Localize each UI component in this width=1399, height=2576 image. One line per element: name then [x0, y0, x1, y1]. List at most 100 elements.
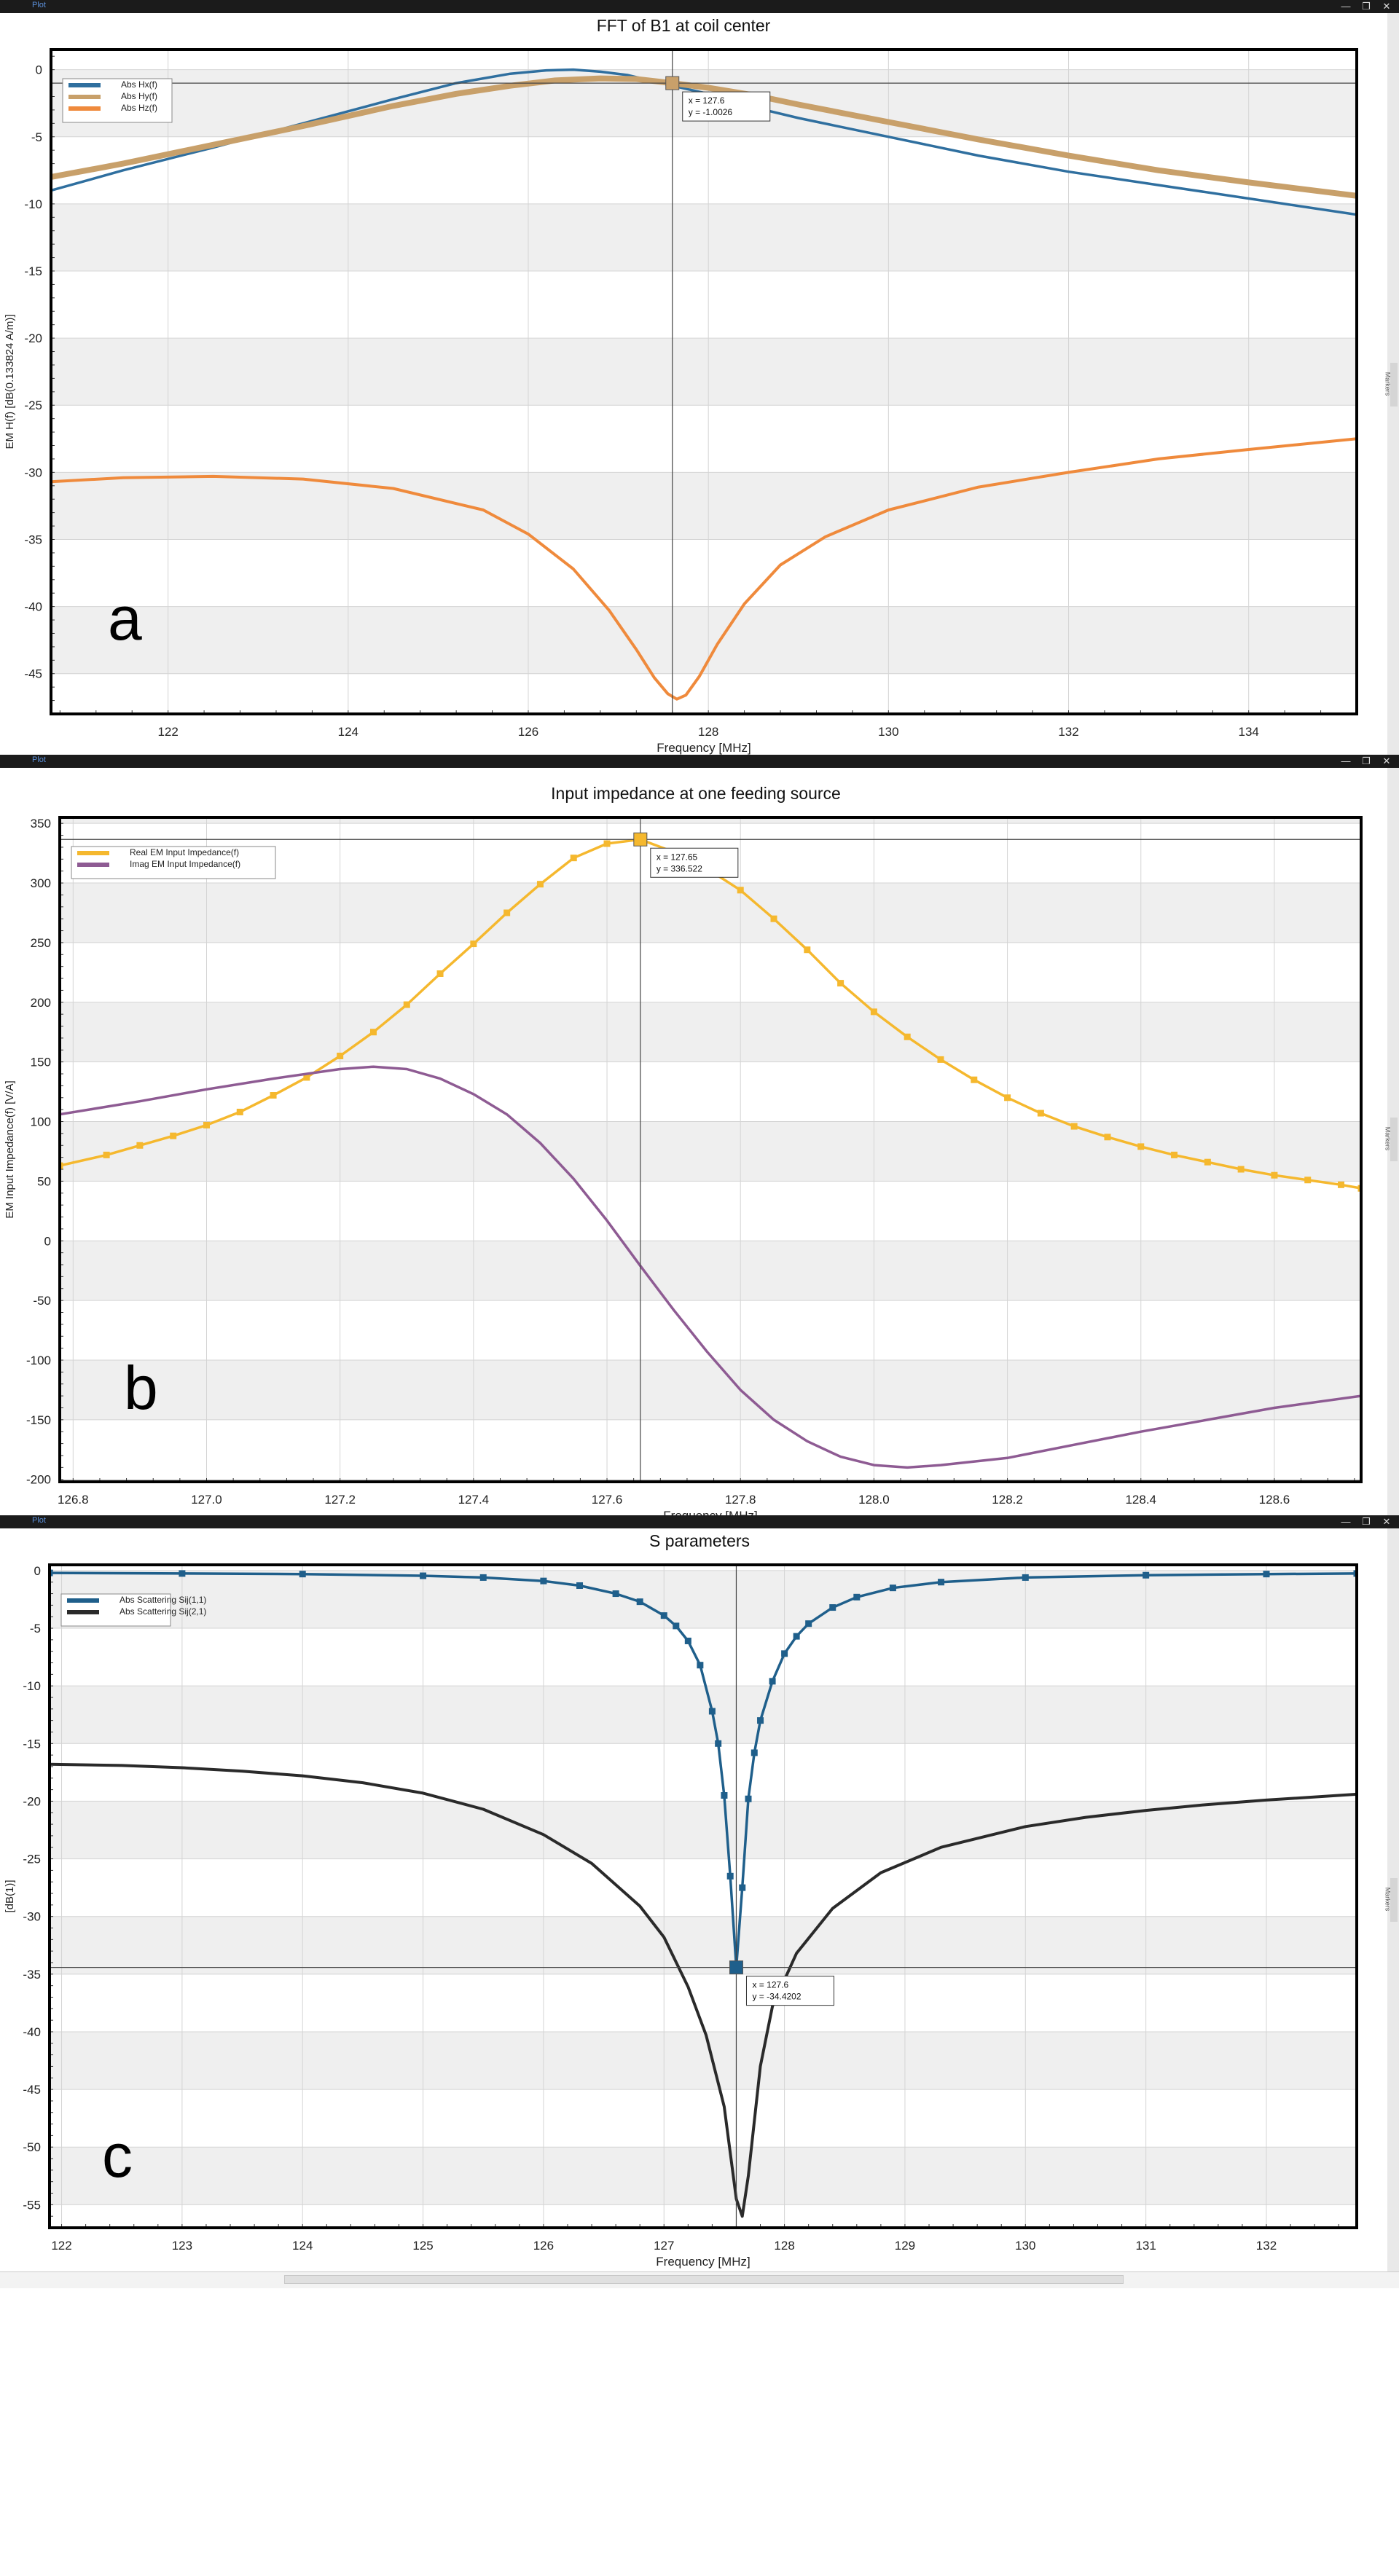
- legend-swatch: [67, 1610, 99, 1614]
- markers-sidebar: Markers: [1384, 1528, 1399, 2271]
- series-0-point: [503, 909, 511, 916]
- restore-button[interactable]: ❐: [1362, 1516, 1371, 1527]
- cursor-group: x = 127.6y = -1.0026: [51, 50, 1357, 714]
- series-0-point: [420, 1572, 427, 1579]
- series-0-point: [170, 1132, 177, 1139]
- grid-band: [60, 1002, 1361, 1062]
- x-tick-label: 128.4: [1125, 1493, 1156, 1507]
- series-0-point: [299, 1571, 306, 1578]
- y-tick-label: -15: [24, 264, 42, 278]
- series-0-point: [1353, 1570, 1357, 1577]
- x-tick-label: 131: [1135, 2239, 1156, 2253]
- legend-entry: Abs Scattering Sij(1,1): [119, 1595, 206, 1605]
- close-button[interactable]: ✕: [1382, 1516, 1391, 1527]
- cursor-readout-y: y = -1.0026: [689, 107, 733, 117]
- chart-c[interactable]: S parameters x = 127.6 y = -34.4202 122 123 1…: [0, 1528, 1387, 2271]
- x-tick-label: 130: [1015, 2239, 1035, 2253]
- horizontal-scrollbar[interactable]: [0, 2271, 1399, 2288]
- panel-a: Plot — ❐ ✕ FFT of B1 at coil center x = 1…: [0, 0, 1399, 755]
- plot-frame: [50, 48, 1358, 715]
- window-label: Plot: [32, 755, 46, 764]
- minimize-button[interactable]: —: [1341, 1, 1351, 12]
- series-0-point: [1171, 1151, 1178, 1158]
- grid-band: [50, 2031, 1357, 2090]
- series-0-point: [737, 887, 744, 894]
- restore-button[interactable]: ❐: [1362, 1, 1371, 12]
- grid-band: [60, 1121, 1361, 1182]
- x-tick-label: 128: [774, 2239, 794, 2253]
- y-axis-label: [dB(1)]: [4, 1880, 16, 1912]
- close-button[interactable]: ✕: [1382, 1, 1391, 12]
- grid-band: [60, 883, 1361, 943]
- series-0-point: [50, 1569, 53, 1576]
- gridlines: [50, 1565, 1357, 2228]
- cursor-readout-box: [682, 91, 771, 122]
- minor-ticks: [50, 1570, 1339, 2229]
- close-button[interactable]: ✕: [1382, 755, 1391, 766]
- legend-entry: Abs Hz(f): [121, 103, 157, 113]
- series-0-point: [536, 881, 544, 888]
- series-0-point: [270, 1092, 277, 1099]
- chart-a[interactable]: FFT of B1 at coil center x = 127.6y = -1.…: [0, 13, 1387, 755]
- cursor-readout-box: [650, 847, 739, 878]
- x-tick-label: 127.0: [191, 1493, 222, 1507]
- series-0-point: [1204, 1158, 1211, 1166]
- markers-tab[interactable]: Markers: [1384, 363, 1398, 407]
- y-tick-label: -35: [23, 1968, 41, 1982]
- series-0-point: [1143, 1571, 1150, 1579]
- series-0-point: [1004, 1094, 1011, 1102]
- restore-button[interactable]: ❐: [1362, 755, 1371, 766]
- legend-entry: Abs Hx(f): [121, 79, 157, 90]
- series-0-point: [751, 1749, 758, 1756]
- series-0-point: [660, 1612, 667, 1619]
- x-tick-label: 127: [654, 2239, 674, 2253]
- x-tick-label: 126: [533, 2239, 554, 2253]
- series-0-point: [1137, 1143, 1145, 1150]
- markers-tab[interactable]: Markers: [1384, 1878, 1398, 1922]
- panel-label: c: [102, 2121, 133, 2190]
- series-0-point: [781, 1650, 788, 1657]
- y-tick-label: -45: [24, 667, 42, 681]
- cursor-group: x = 127.65y = 336.522: [60, 817, 1361, 1482]
- series-0-point: [436, 970, 444, 977]
- legend-swatch: [77, 851, 109, 855]
- series-0-point: [971, 1076, 978, 1083]
- series-line-0: [51, 68, 1357, 216]
- legend-entry: Imag EM Input Impedance(f): [130, 859, 240, 869]
- series-0-point: [1022, 1574, 1029, 1581]
- series-0-point: [1237, 1166, 1245, 1173]
- cursor-readout-x: x = 127.6: [689, 95, 725, 106]
- series-0-point: [60, 1162, 63, 1169]
- y-tick-label: -20: [23, 1794, 41, 1808]
- series-0-point: [804, 946, 811, 954]
- y-tick-label: -30: [24, 466, 42, 479]
- y-tick-label: -5: [30, 1622, 41, 1635]
- panel-c: Plot — ❐ ✕ S parameters x = 127.6 y = -34.…: [0, 1515, 1399, 2271]
- y-tick-label: -45: [23, 2083, 41, 2097]
- legend-swatch: [68, 106, 101, 111]
- scrollbar-thumb[interactable]: [284, 2275, 1124, 2284]
- cursor-readout-y: y = 336.522: [657, 863, 702, 873]
- markers-tab[interactable]: Markers: [1384, 1118, 1398, 1161]
- series-group: [50, 1569, 1357, 2218]
- plot-bands: [51, 69, 1357, 674]
- plot-bands: [50, 1570, 1357, 2205]
- panel-label: b: [124, 1354, 158, 1422]
- series-0-point: [603, 840, 611, 847]
- window-titlebar: Plot — ❐ ✕: [0, 755, 1399, 768]
- series-0-point: [236, 1108, 243, 1115]
- y-tick-label: -50: [33, 1294, 51, 1308]
- y-tick-label: -150: [26, 1413, 51, 1427]
- series-0-point: [726, 1872, 734, 1880]
- minimize-button[interactable]: —: [1341, 1516, 1351, 1527]
- minimize-button[interactable]: —: [1341, 755, 1351, 766]
- gridlines: [51, 50, 1357, 714]
- grid-band: [51, 472, 1357, 540]
- y-tick-label: -25: [23, 1853, 41, 1866]
- y-tick-label: 0: [34, 1564, 41, 1578]
- series-0-point: [739, 1884, 746, 1891]
- grid-band: [51, 203, 1357, 271]
- chart-b[interactable]: Input impedance at one feeding source x =…: [0, 768, 1387, 1515]
- cursor-marker: [665, 76, 680, 90]
- series-line-1: [60, 1065, 1361, 1469]
